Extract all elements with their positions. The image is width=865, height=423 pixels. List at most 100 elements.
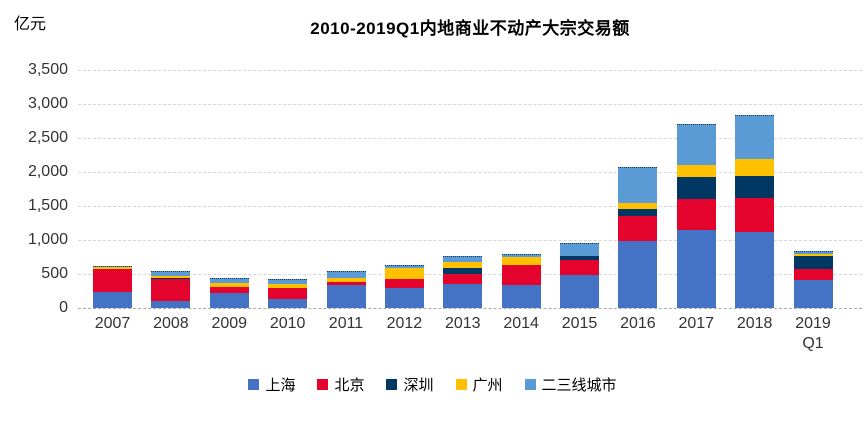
bar-segment	[93, 268, 132, 293]
bar-segment	[501, 264, 541, 285]
legend-item: 北京	[317, 374, 364, 395]
bar-segment	[676, 177, 716, 199]
bar-segment	[326, 271, 366, 278]
bar-column	[326, 271, 366, 308]
legend-item: 深圳	[386, 374, 434, 395]
bar-segment	[618, 208, 658, 216]
gridline	[78, 172, 862, 173]
bar-segment	[151, 301, 191, 308]
bar-segment	[793, 256, 833, 269]
bar-segment	[443, 273, 483, 284]
bar-segment	[618, 202, 658, 209]
bar-segment	[443, 283, 483, 308]
x-axis-label: 2016	[620, 315, 656, 332]
x-axis-label: 2018	[736, 315, 773, 332]
bar-segment	[793, 268, 833, 281]
x-axis-label: 2014	[503, 315, 539, 332]
y-tick-label: 2,000	[27, 163, 68, 180]
gridline	[78, 138, 862, 139]
bar-segment	[209, 286, 249, 294]
legend-swatch	[317, 379, 329, 390]
y-tick-label: 500	[41, 265, 68, 282]
bar-segment	[501, 284, 541, 308]
legend-item: 上海	[248, 374, 295, 395]
bar-segment	[384, 264, 424, 269]
y-tick-label: 1,500	[27, 197, 68, 214]
bar-segment	[735, 175, 775, 198]
bar-column	[209, 278, 249, 308]
bar-column	[618, 166, 658, 308]
legend-item: 二三线城市	[524, 374, 617, 395]
x-axis-label: 2012	[386, 315, 423, 332]
legend-swatch	[248, 379, 260, 390]
bar-column	[151, 271, 191, 308]
bar-column	[384, 264, 424, 308]
x-axis-label: 2010	[269, 315, 306, 332]
legend: 上海 北京 深圳 广州 二三线城市	[0, 374, 865, 395]
legend-label: 二三线城市	[541, 377, 617, 394]
bar-column	[443, 255, 483, 308]
gridline	[78, 308, 862, 309]
legend-label: 深圳	[403, 377, 434, 394]
bar-segment	[676, 230, 716, 308]
bar-segment	[268, 279, 308, 284]
bar-segment	[735, 159, 775, 176]
x-axis-label: 2007	[94, 315, 131, 332]
x-axis-label: 2011	[328, 315, 364, 332]
legend-swatch	[524, 379, 536, 390]
bar-segment	[793, 253, 833, 257]
x-axis-label: 2017	[678, 315, 715, 332]
bar-segment	[384, 288, 424, 308]
legend-label: 上海	[265, 377, 296, 394]
gridline	[78, 104, 862, 105]
legend-item: 广州	[455, 374, 503, 395]
bar-segment	[268, 287, 308, 300]
legend-label: 北京	[334, 377, 365, 394]
bar-segment	[501, 257, 541, 265]
bar-segment	[93, 266, 132, 269]
bar-segment	[268, 299, 308, 308]
bar-segment	[326, 285, 366, 308]
bar-segment	[209, 278, 249, 283]
legend-label: 广州	[472, 377, 503, 394]
bar-segment	[151, 276, 191, 279]
bar-segment	[443, 255, 483, 263]
y-tick-label: 1,000	[27, 231, 68, 248]
gridline	[78, 70, 862, 71]
x-axis-label: 2008	[153, 315, 189, 332]
bar-segment	[443, 262, 483, 268]
bar-column	[560, 242, 599, 308]
bar-segment	[676, 124, 716, 165]
bar-segment	[443, 267, 483, 274]
bar-segment	[560, 242, 599, 256]
x-axis-label: 2015	[561, 315, 598, 332]
bar-segment	[618, 241, 658, 308]
bar-segment	[151, 279, 191, 302]
bar-column	[501, 253, 541, 308]
bar-column	[268, 279, 308, 308]
bar-segment	[618, 215, 658, 242]
bar-segment	[93, 265, 132, 267]
gridline	[78, 240, 862, 241]
bar-segment	[560, 275, 599, 308]
bar-segment	[93, 292, 132, 308]
bar-segment	[618, 166, 658, 203]
y-tick-label: 0	[59, 299, 68, 316]
bar-column	[93, 265, 132, 308]
bar-segment	[326, 281, 366, 286]
bar-segment	[209, 293, 249, 308]
x-axis-label: 2019 Q1	[795, 315, 831, 352]
plot-area: 0 500 1,000 1,500 2,000 2,500 3,000 3,500 2007 20…	[28, 61, 862, 352]
y-tick-label: 3,500	[27, 61, 68, 78]
bar-segment	[326, 277, 366, 282]
bar-segment	[560, 260, 599, 276]
bar-segment	[151, 271, 191, 277]
y-tick-label: 3,000	[27, 95, 68, 112]
bar-segment	[560, 255, 599, 261]
bar-segment	[793, 250, 833, 254]
gridline	[78, 206, 862, 207]
bar-segment	[676, 198, 716, 231]
y-axis-unit-label: 亿元	[14, 16, 47, 33]
bar-segment	[735, 231, 775, 308]
